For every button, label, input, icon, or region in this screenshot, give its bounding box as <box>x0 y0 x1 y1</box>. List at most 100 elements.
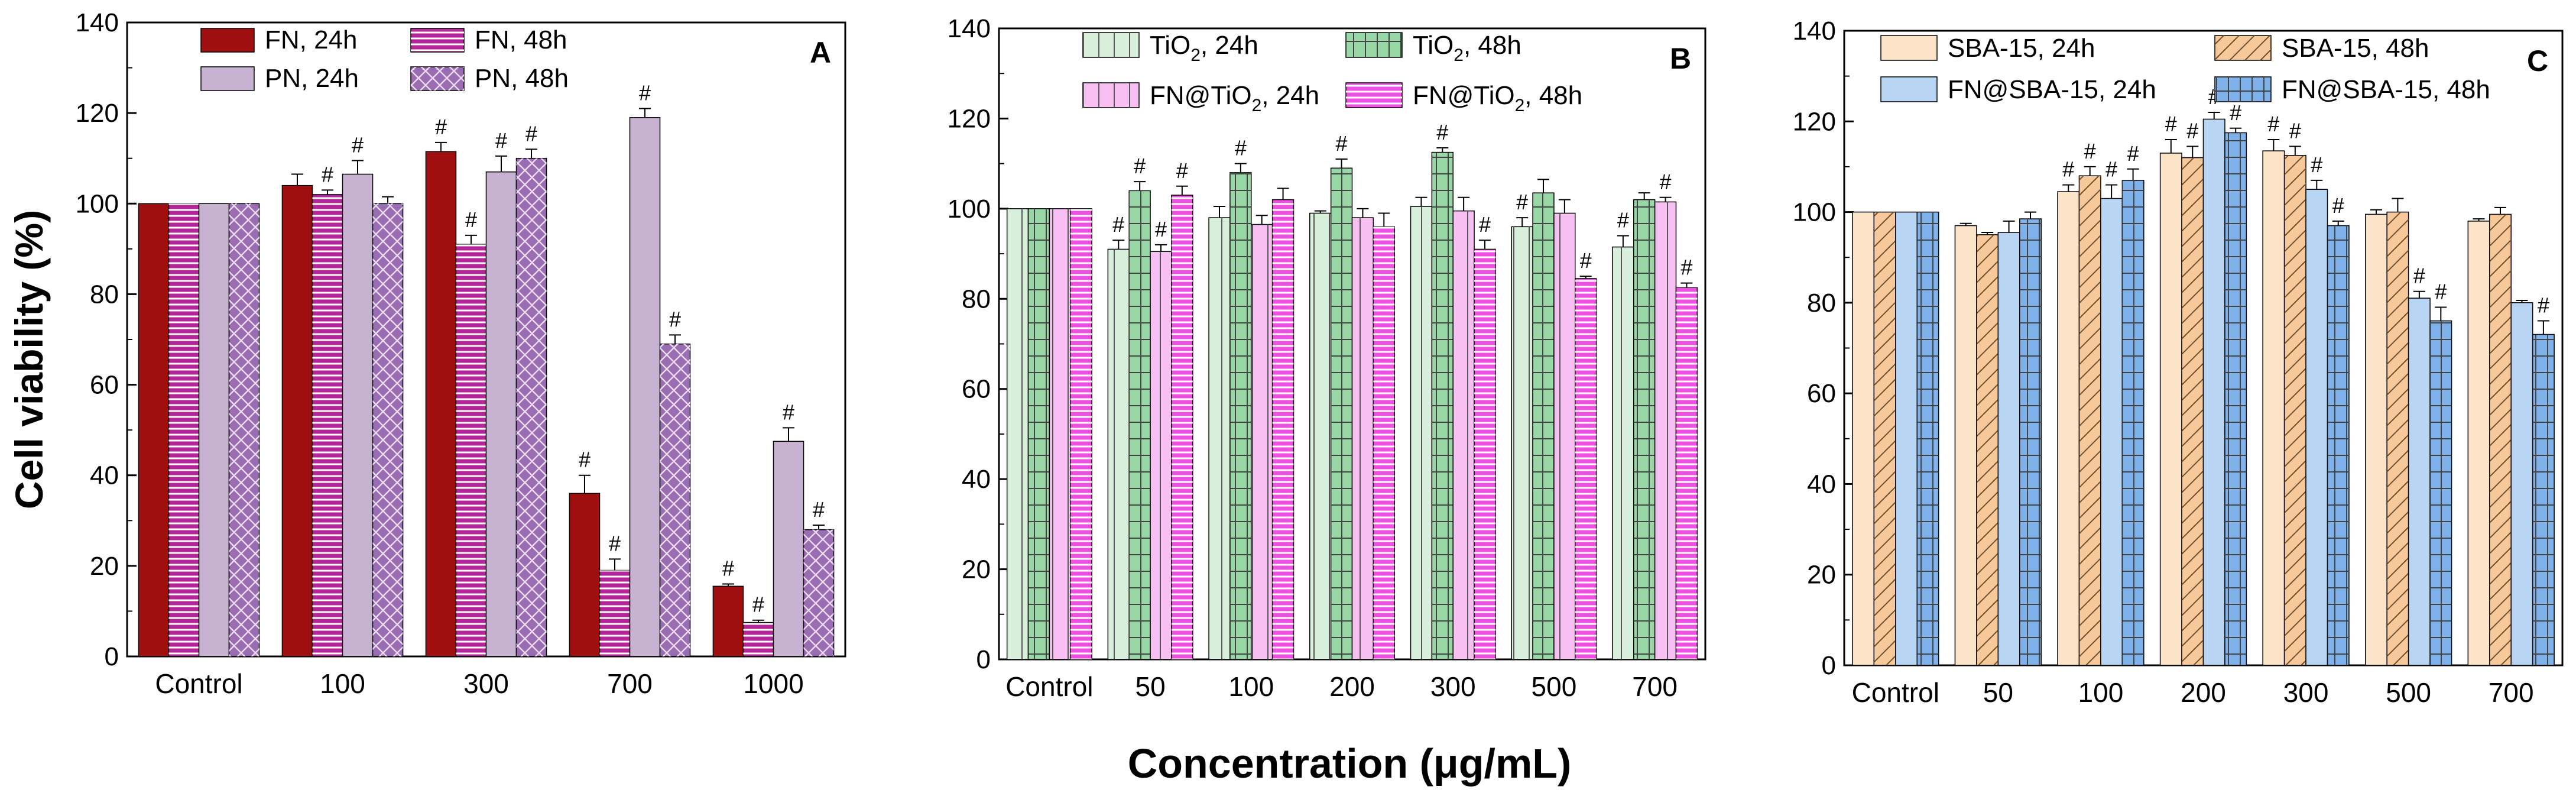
panel-b: 0 20 40 60 80 100 120 140 Control 50 # # # #100 #200 #3… <box>948 14 1706 702</box>
bar <box>2202 118 2225 666</box>
bar-pattern <box>1150 251 1172 659</box>
bar-pattern <box>1410 206 1432 660</box>
x-tick-label: 700 <box>1632 671 1678 702</box>
legend-swatch-pattern <box>1346 83 1402 108</box>
bar-pattern <box>2224 132 2247 666</box>
bar-pattern <box>1049 208 1071 659</box>
y-tick-label: 120 <box>76 99 119 128</box>
bar <box>198 203 230 657</box>
significance-mark: # <box>639 80 651 105</box>
panel-a: 0 20 40 60 80 100 120 140 Control 100 # #300 # # # #700… <box>76 8 846 699</box>
legend-swatch-pattern <box>411 67 464 90</box>
significance-mark: # <box>669 307 681 331</box>
bar <box>712 585 744 657</box>
y-tick-label: 20 <box>1807 561 1836 590</box>
significance-mark: # <box>1516 190 1528 214</box>
y-tick-label: 0 <box>105 642 119 671</box>
significance-mark: # <box>1112 212 1124 237</box>
y-tick-label: 120 <box>1793 107 1836 136</box>
y-tick-label: 120 <box>948 104 991 133</box>
significance-mark: # <box>2062 157 2074 182</box>
bar-pattern <box>1474 249 1495 659</box>
legend-label: SBA-15, 24h <box>1948 34 2095 63</box>
significance-mark: # <box>495 128 507 153</box>
significance-mark: # <box>783 400 794 424</box>
y-tick-label: 80 <box>962 284 991 313</box>
bar-pattern <box>1209 218 1230 660</box>
bar-pattern <box>1533 193 1554 659</box>
bar-pattern <box>2532 334 2555 665</box>
x-tick-label: 300 <box>463 668 509 699</box>
significance-mark: # <box>2267 112 2279 136</box>
legend-swatch-pattern <box>411 28 464 52</box>
bar-pattern <box>1251 224 1273 660</box>
significance-mark: # <box>322 162 333 186</box>
y-tick-label: 0 <box>1822 651 1836 680</box>
y-tick-label: 40 <box>962 465 991 494</box>
significance-mark: # <box>1436 120 1448 144</box>
x-tick-label: 100 <box>320 668 365 699</box>
bar-pattern <box>2122 180 2144 666</box>
x-tick-label: Control <box>1852 677 1939 708</box>
significance-mark: # <box>2186 118 2198 143</box>
significance-mark: # <box>525 121 537 145</box>
bar-pattern <box>660 344 690 656</box>
x-axis-label: Concentration (μg/mL) <box>1128 740 1572 787</box>
x-tick-label: 100 <box>1228 671 1274 702</box>
legend-label: TiO2, 24h <box>1150 31 1258 65</box>
significance-mark: # <box>1336 131 1348 156</box>
legend-label: FN, 24h <box>265 25 358 54</box>
y-tick-label: 40 <box>90 461 119 490</box>
x-tick-label: 200 <box>2181 677 2226 708</box>
legend-label: PN, 48h <box>475 64 569 93</box>
significance-mark: # <box>1155 217 1167 241</box>
bar-pattern <box>312 194 343 656</box>
legend-label: SBA-15, 48h <box>2282 34 2429 63</box>
x-tick-label: 300 <box>2283 677 2329 708</box>
significance-mark: # <box>2105 157 2117 182</box>
panel-label: A <box>810 36 831 69</box>
legend-swatch <box>200 28 255 53</box>
bar-pattern <box>2019 219 2042 665</box>
legend-swatch-pattern <box>2215 77 2271 102</box>
x-tick-label: 100 <box>2078 677 2124 708</box>
bar-pattern <box>1432 152 1454 659</box>
bar-pattern <box>1352 218 1374 660</box>
bar-pattern <box>229 203 259 656</box>
bar-pattern <box>2387 212 2409 666</box>
bar-pattern <box>1453 211 1475 659</box>
bar-pattern <box>1575 278 1597 660</box>
bar <box>2159 153 2182 666</box>
x-tick-label: 300 <box>1430 671 1476 702</box>
bar <box>342 173 374 657</box>
significance-mark: # <box>1617 208 1629 232</box>
significance-mark: # <box>722 556 734 580</box>
significance-mark: # <box>1134 154 1146 178</box>
legend-swatch-pattern <box>1083 33 1139 57</box>
significance-mark: # <box>1176 158 1188 183</box>
significance-mark: # <box>752 593 764 617</box>
bar <box>425 151 457 657</box>
y-tick-label: 60 <box>962 375 991 404</box>
x-tick-label: 1000 <box>743 668 803 699</box>
y-tick-label: 40 <box>1807 470 1836 499</box>
significance-mark: # <box>1680 255 1692 280</box>
bar-pattern <box>1272 199 1294 660</box>
bar-pattern <box>2489 214 2512 665</box>
x-tick-label: Control <box>1005 671 1093 702</box>
bar-pattern <box>2327 225 2349 665</box>
bar <box>2100 198 2123 666</box>
bar-pattern <box>456 244 486 656</box>
significance-mark: # <box>2289 118 2301 143</box>
bar-pattern <box>1874 212 1896 666</box>
significance-mark: # <box>435 115 447 139</box>
bar-pattern <box>1007 208 1029 659</box>
bar-pattern <box>1070 208 1092 659</box>
y-tick-label: 140 <box>1793 17 1836 46</box>
bar-pattern <box>2079 176 2101 665</box>
bar-pattern <box>599 570 630 656</box>
bar <box>2305 189 2328 666</box>
x-tick-label: Control <box>155 668 242 699</box>
legend-label: FN@TiO2, 24h <box>1150 81 1319 115</box>
significance-mark: # <box>2230 101 2241 125</box>
